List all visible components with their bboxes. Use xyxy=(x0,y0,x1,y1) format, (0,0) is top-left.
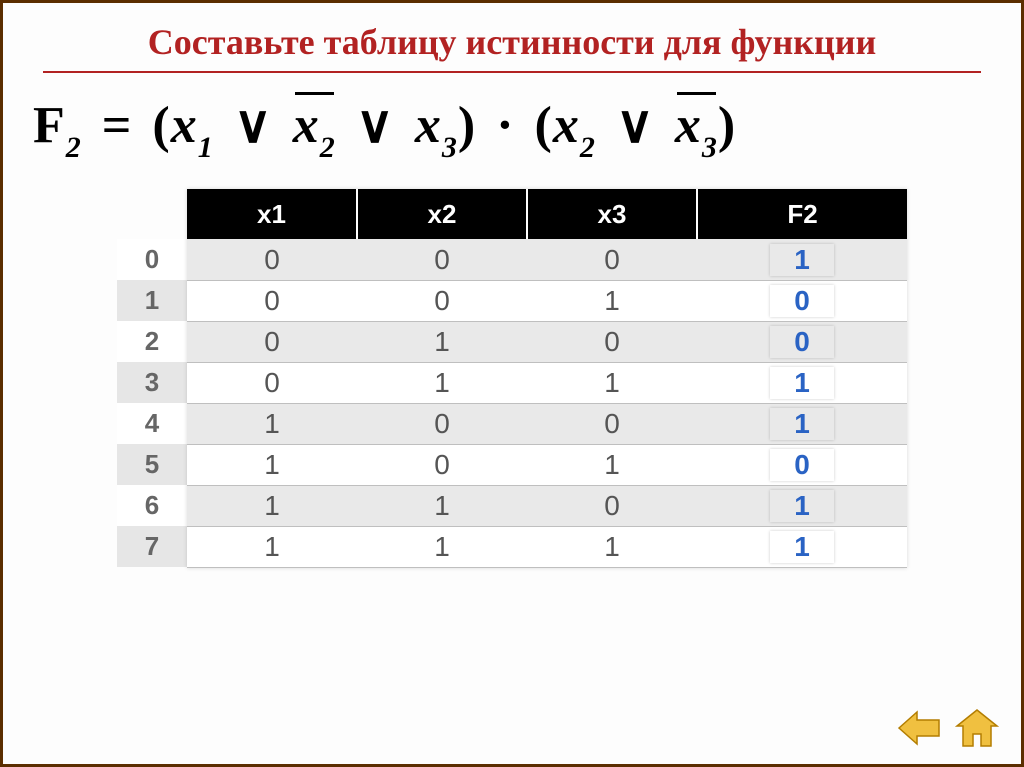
table-row: 1111 xyxy=(187,526,907,567)
table-row: 0010 xyxy=(187,280,907,321)
table-header-row: x1 x2 x3 F2 xyxy=(187,189,907,239)
formula-not-x3: x3 xyxy=(675,96,718,161)
table-cell: 1 xyxy=(187,403,357,444)
result-cell: 1 xyxy=(697,239,907,280)
table-cell: 0 xyxy=(357,403,527,444)
formula-rparen-1: ) xyxy=(458,97,476,154)
row-index: 3 xyxy=(117,362,187,403)
table-row: 1001 xyxy=(187,403,907,444)
table-row: 1101 xyxy=(187,485,907,526)
formula-or-2: ∨ xyxy=(350,97,401,154)
table-cell: 1 xyxy=(527,526,697,567)
page-title: Составьте таблицу истинности для функции xyxy=(3,3,1021,71)
result-cell: 1 xyxy=(697,485,907,526)
formula-x2-sub: 2 xyxy=(580,131,596,164)
table-cell: 0 xyxy=(357,280,527,321)
row-index: 2 xyxy=(117,321,187,362)
formula-x1-sub: 1 xyxy=(198,131,214,164)
row-index: 5 xyxy=(117,444,187,485)
formula: F2 = (x1 ∨ x2 ∨ x3) · (x2 ∨ x3) xyxy=(3,91,1021,185)
formula-lhs-sub: 2 xyxy=(66,131,82,164)
truth-table: x1 x2 x3 F2 0001001001000111100110101101… xyxy=(187,189,907,568)
col-x1: x1 xyxy=(187,189,357,239)
formula-dot: · xyxy=(490,97,520,154)
table-cell: 1 xyxy=(357,362,527,403)
table-cell: 0 xyxy=(187,239,357,280)
result-cell: 0 xyxy=(697,321,907,362)
col-x3: x3 xyxy=(527,189,697,239)
formula-or-1: ∨ xyxy=(228,97,279,154)
table-cell: 1 xyxy=(527,444,697,485)
table-cell: 1 xyxy=(187,444,357,485)
formula-rparen-2: ) xyxy=(718,97,736,154)
formula-eq: = xyxy=(96,97,139,154)
row-index: 7 xyxy=(117,526,187,567)
table-cell: 1 xyxy=(357,321,527,362)
table-cell: 0 xyxy=(187,362,357,403)
table-cell: 1 xyxy=(357,526,527,567)
formula-not-x2: x2 xyxy=(293,96,336,161)
formula-or-3: ∨ xyxy=(610,97,661,154)
formula-lparen-1: ( xyxy=(152,97,170,154)
table-cell: 0 xyxy=(527,321,697,362)
home-icon[interactable] xyxy=(955,708,999,748)
formula-x1: x xyxy=(171,97,198,154)
table-cell: 0 xyxy=(357,444,527,485)
table-row: 0001 xyxy=(187,239,907,280)
row-index-column: 01234567 xyxy=(117,189,187,567)
nav-buttons xyxy=(897,708,999,748)
row-index: 6 xyxy=(117,485,187,526)
result-cell: 1 xyxy=(697,526,907,567)
table-row: 0111 xyxy=(187,362,907,403)
table-cell: 0 xyxy=(527,485,697,526)
result-cell: 1 xyxy=(697,362,907,403)
table-cell: 1 xyxy=(357,485,527,526)
formula-x2: x xyxy=(553,97,580,154)
table-body: 00010010010001111001101011011111 xyxy=(187,239,907,567)
table-cell: 1 xyxy=(187,485,357,526)
truth-table-block: 01234567 x1 x2 x3 F2 0001001001000111100… xyxy=(117,189,907,568)
back-icon[interactable] xyxy=(897,708,941,748)
row-index: 0 xyxy=(117,239,187,280)
row-index: 4 xyxy=(117,403,187,444)
formula-lhs-var: F xyxy=(33,97,66,154)
result-cell: 0 xyxy=(697,444,907,485)
table-cell: 0 xyxy=(357,239,527,280)
title-underline xyxy=(43,71,981,73)
table-cell: 0 xyxy=(527,239,697,280)
table-cell: 0 xyxy=(187,280,357,321)
result-cell: 0 xyxy=(697,280,907,321)
table-cell: 0 xyxy=(527,403,697,444)
col-f2: F2 xyxy=(697,189,907,239)
col-x2: x2 xyxy=(357,189,527,239)
table-cell: 1 xyxy=(187,526,357,567)
formula-x3-sub: 3 xyxy=(442,131,458,164)
row-index: 1 xyxy=(117,280,187,321)
table-row: 0100 xyxy=(187,321,907,362)
table-cell: 0 xyxy=(187,321,357,362)
table-cell: 1 xyxy=(527,362,697,403)
table-row: 1010 xyxy=(187,444,907,485)
result-cell: 1 xyxy=(697,403,907,444)
formula-lparen-2: ( xyxy=(535,97,553,154)
table-cell: 1 xyxy=(527,280,697,321)
formula-x3: x xyxy=(415,97,442,154)
